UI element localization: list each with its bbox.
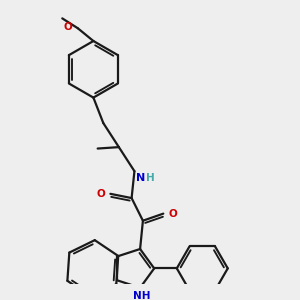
Text: H: H <box>146 173 155 183</box>
Text: O: O <box>168 208 177 219</box>
Text: NH: NH <box>133 291 150 300</box>
Text: O: O <box>97 189 105 199</box>
Text: O: O <box>64 22 73 32</box>
Text: N: N <box>136 172 145 183</box>
